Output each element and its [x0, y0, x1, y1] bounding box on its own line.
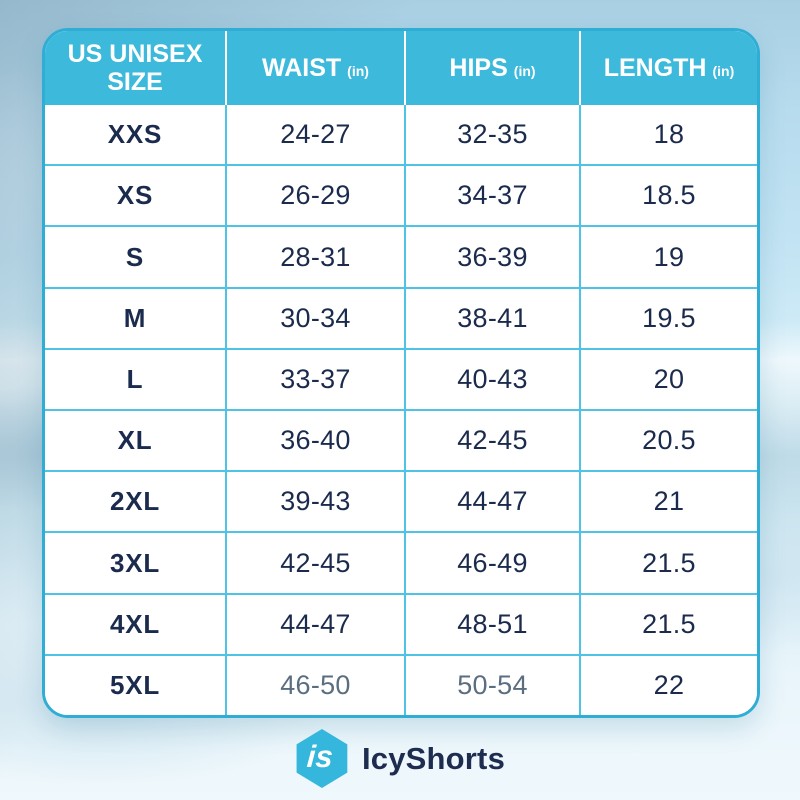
- size-cell: XS: [116, 180, 154, 211]
- header-length-unit: (in): [712, 62, 735, 79]
- logo-monogram: is: [305, 739, 335, 774]
- header-hips-unit: (in): [513, 62, 536, 79]
- size-cell: XL: [117, 425, 153, 456]
- hips-cell: 48-51: [403, 594, 579, 654]
- table-row: 5XL 46-50 50-54 22: [45, 653, 757, 715]
- header-hips-label: HIPS: [449, 54, 508, 82]
- length-cell: 21: [579, 472, 757, 532]
- header-cell-hips: HIPS (in): [403, 31, 579, 105]
- table-row: L 33-37 40-43 20: [45, 347, 757, 410]
- waist-cell: 42-45: [224, 533, 404, 593]
- size-cell: M: [123, 302, 147, 333]
- hips-cell: 42-45: [403, 411, 579, 471]
- size-cell: 5XL: [109, 669, 161, 700]
- table-body: XXS 24-27 32-35 18 XS 26-29 34-37 18.5 S…: [45, 105, 757, 715]
- waist-cell: 26-29: [224, 166, 404, 226]
- header-length-label: LENGTH: [603, 54, 707, 82]
- hips-cell: 34-37: [403, 166, 579, 226]
- waist-cell: 39-43: [224, 472, 404, 532]
- header-cell-size: US UNISEX SIZE: [45, 31, 225, 105]
- length-cell: 20: [579, 349, 757, 410]
- length-cell: 18: [579, 105, 757, 165]
- hips-cell: 36-39: [403, 227, 579, 287]
- waist-cell: 30-34: [224, 288, 404, 348]
- waist-cell: 24-27: [224, 105, 404, 165]
- brand-name: IcyShorts: [361, 740, 506, 776]
- length-cell: 20.5: [579, 411, 757, 471]
- hips-cell: 38-41: [403, 288, 579, 348]
- header-size-label: US UNISEX SIZE: [67, 40, 203, 96]
- header-row: US UNISEX SIZE WAIST (in) HIPS (in) LENG…: [45, 31, 757, 105]
- waist-cell: 44-47: [224, 594, 404, 654]
- waist-cell: 33-37: [224, 349, 404, 410]
- size-cell: 4XL: [109, 608, 161, 639]
- waist-cell: 46-50: [224, 655, 404, 715]
- hips-cell: 32-35: [403, 105, 579, 165]
- hips-cell: 40-43: [403, 349, 579, 410]
- hips-cell: 46-49: [403, 533, 579, 593]
- header-waist-label: WAIST: [262, 54, 342, 82]
- table-row: 4XL 44-47 48-51 21.5: [45, 592, 757, 654]
- table-row: 3XL 42-45 46-49 21.5: [45, 531, 757, 593]
- size-cell: XXS: [107, 119, 163, 150]
- size-cell: 2XL: [109, 486, 161, 517]
- length-cell: 21.5: [579, 594, 757, 654]
- table-row: 2XL 39-43 44-47 21: [45, 470, 757, 532]
- waist-cell: 36-40: [224, 411, 404, 471]
- size-cell: S: [125, 241, 145, 272]
- length-cell: 18.5: [579, 166, 757, 226]
- waist-cell: 28-31: [224, 227, 404, 287]
- table-row: S 28-31 36-39 19: [45, 225, 757, 287]
- table-row: XS 26-29 34-37 18.5: [45, 164, 757, 226]
- brand-footer: is IcyShorts: [0, 729, 800, 788]
- hips-cell: 50-54: [403, 655, 579, 715]
- icyshorts-logo-icon: is: [296, 729, 348, 788]
- size-cell: L: [126, 363, 144, 394]
- table-row: M 30-34 38-41 19.5: [45, 286, 757, 348]
- length-cell: 21.5: [579, 533, 757, 593]
- size-chart-table: US UNISEX SIZE WAIST (in) HIPS (in) LENG…: [42, 28, 760, 718]
- size-cell: 3XL: [109, 547, 161, 578]
- length-cell: 19.5: [579, 288, 757, 348]
- length-cell: 19: [579, 227, 757, 287]
- length-cell: 22: [579, 655, 757, 715]
- hips-cell: 44-47: [403, 472, 579, 532]
- header-cell-waist: WAIST (in): [224, 31, 404, 105]
- table-row: XXS 24-27 32-35 18: [45, 105, 757, 165]
- table-row: XL 36-40 42-45 20.5: [45, 409, 757, 471]
- header-waist-unit: (in): [347, 62, 369, 79]
- header-cell-length: LENGTH (in): [579, 31, 757, 105]
